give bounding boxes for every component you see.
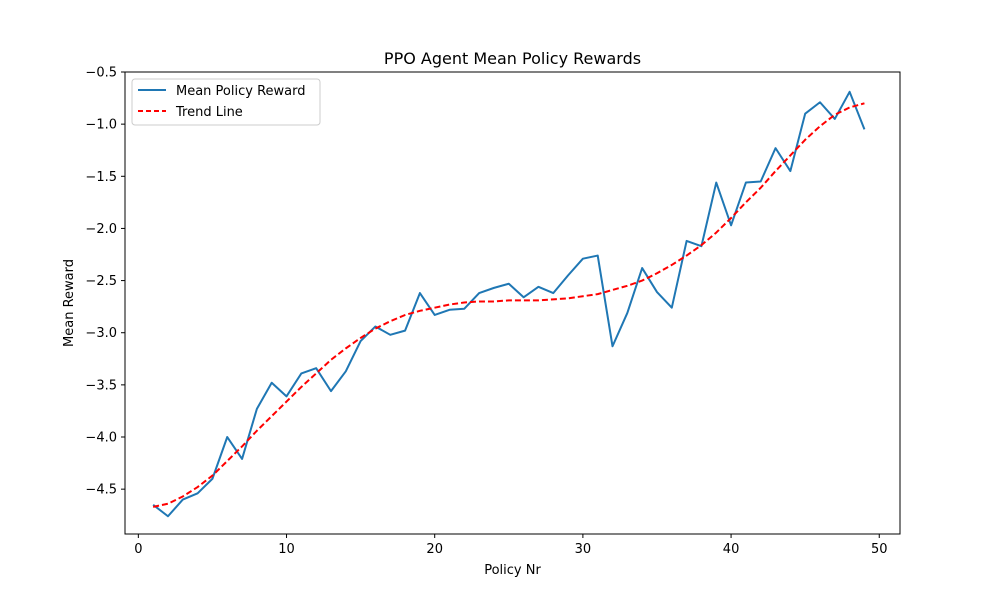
y-tick-label: −1.0 xyxy=(85,118,117,133)
x-tick-label: 50 xyxy=(871,542,888,557)
y-axis-label: Mean Reward xyxy=(62,259,77,347)
chart-title: PPO Agent Mean Policy Rewards xyxy=(384,49,641,68)
legend-box xyxy=(131,78,321,126)
series-line-mean-policy-reward xyxy=(152,90,866,518)
y-tick-label: −4.0 xyxy=(85,431,117,446)
x-tick-label: 30 xyxy=(575,542,592,557)
y-tick-label: −4.5 xyxy=(85,483,117,498)
legend: Mean Policy Reward Trend Line xyxy=(131,78,321,126)
x-axis-ticks: 0 10 20 30 40 50 xyxy=(134,534,888,557)
legend-label-trend-line: Trend Line xyxy=(175,105,243,120)
y-tick-label: −2.5 xyxy=(85,274,117,289)
y-tick-label: −1.5 xyxy=(85,170,117,185)
x-tick-label: 10 xyxy=(278,542,295,557)
x-axis-label: Policy Nr xyxy=(484,563,541,578)
y-tick-label: −2.0 xyxy=(85,222,117,237)
plot-area xyxy=(152,90,866,518)
x-tick-label: 20 xyxy=(426,542,443,557)
x-tick-label: 0 xyxy=(134,542,142,557)
axes-frame xyxy=(124,71,901,535)
x-tick-label: 40 xyxy=(723,542,740,557)
y-tick-label: −3.5 xyxy=(85,378,117,393)
legend-label-mean-policy-reward: Mean Policy Reward xyxy=(176,84,306,99)
y-tick-label: −0.5 xyxy=(85,66,117,81)
y-tick-label: −3.0 xyxy=(85,326,117,341)
y-axis-ticks: −4.5 −4.0 −3.5 −3.0 −2.5 −2.0 −1.5 −1.0 −0.5 xyxy=(85,66,125,498)
series-line-trend-line xyxy=(152,102,865,508)
